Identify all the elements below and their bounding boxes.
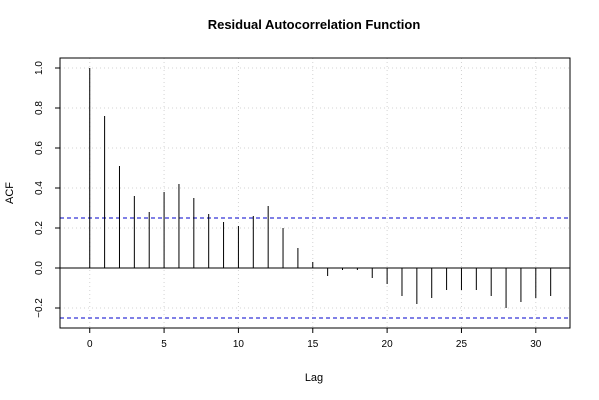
x-tick-label: 10 bbox=[233, 339, 245, 350]
x-tick-label: 5 bbox=[161, 339, 167, 350]
plot-frame bbox=[59, 57, 571, 329]
chart-title: Residual Autocorrelation Function bbox=[208, 17, 421, 32]
x-tick-label: 30 bbox=[530, 339, 542, 350]
y-tick-label: 0.8 bbox=[34, 101, 45, 115]
x-axis-label: Lag bbox=[305, 372, 323, 384]
x-tick-label: 15 bbox=[307, 339, 319, 350]
confidence-bounds bbox=[60, 217, 570, 319]
y-tick-label: −0.2 bbox=[34, 298, 45, 318]
y-tick-label: 0.0 bbox=[34, 261, 45, 275]
y-tick-label: 0.4 bbox=[34, 181, 45, 195]
x-tick-label: 25 bbox=[456, 339, 468, 350]
y-tick-label: 1.0 bbox=[34, 61, 45, 75]
x-tick-label: 0 bbox=[87, 339, 93, 350]
y-axis: −0.2 0.0 0.2 0.4 0.6 0.8 1.0 bbox=[34, 61, 60, 318]
y-axis-label: ACF bbox=[4, 182, 16, 204]
y-tick-label: 0.2 bbox=[34, 221, 45, 235]
acf-bars bbox=[89, 68, 552, 308]
x-axis: 0 5 10 15 20 25 30 bbox=[87, 328, 542, 350]
y-tick-label: 0.6 bbox=[34, 141, 45, 155]
x-tick-label: 20 bbox=[382, 339, 394, 350]
grid bbox=[60, 58, 570, 328]
